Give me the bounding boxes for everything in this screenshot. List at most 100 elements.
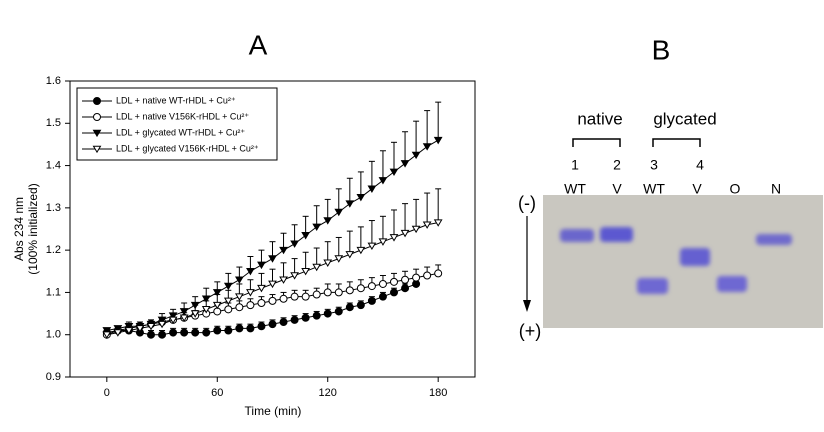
panel-label: A	[249, 29, 268, 60]
error-bar	[435, 101, 442, 141]
marker	[246, 267, 255, 276]
y-tick-label: 1.2	[46, 244, 61, 256]
x-tick-label: 60	[211, 387, 223, 399]
marker	[279, 276, 288, 284]
marker	[356, 246, 366, 255]
arrow-head	[523, 300, 531, 312]
marker	[323, 288, 332, 297]
marker	[434, 269, 443, 278]
marker	[246, 289, 255, 297]
marker	[323, 217, 333, 225]
legend-label: LDL + glycated V156K-rHDL + Cu²⁺	[116, 143, 259, 153]
marker	[113, 325, 123, 333]
error-bar	[313, 205, 320, 227]
marker	[223, 297, 233, 306]
marker	[257, 261, 266, 270]
x-tick-label: 180	[429, 387, 447, 399]
marker	[378, 238, 388, 246]
marker	[102, 331, 112, 339]
error-bar	[391, 141, 397, 172]
marker	[290, 272, 299, 280]
marker	[345, 303, 354, 312]
marker	[412, 273, 421, 282]
marker	[378, 279, 387, 288]
legend-box	[76, 87, 278, 161]
marker	[257, 299, 266, 307]
marker	[390, 288, 398, 297]
marker	[301, 292, 310, 301]
group-label: glycated	[653, 109, 716, 128]
lane-name: O	[730, 181, 741, 197]
marker	[157, 320, 167, 329]
legend-marker	[93, 113, 101, 121]
marker	[345, 286, 354, 295]
marker	[201, 295, 211, 303]
marker	[411, 151, 421, 160]
marker	[367, 282, 376, 291]
panel-label: B	[652, 34, 671, 65]
plot-frame	[69, 80, 476, 378]
marker	[279, 318, 288, 327]
marker	[279, 246, 288, 255]
band	[637, 278, 668, 294]
error-bar	[368, 160, 375, 189]
error-bar	[335, 188, 342, 213]
charge-label: (-)	[518, 193, 536, 213]
marker	[290, 315, 299, 324]
marker	[301, 313, 310, 322]
marker	[422, 143, 432, 151]
lane-name: WT	[564, 181, 586, 197]
marker	[223, 282, 233, 291]
y-axis-label: Abs 234 nm	[12, 197, 26, 261]
y-axis-label: (100% initialized)	[26, 183, 40, 274]
marker	[169, 328, 178, 337]
marker	[224, 305, 233, 314]
error-bar	[346, 177, 353, 204]
marker	[146, 322, 156, 331]
bracket	[572, 138, 621, 147]
marker	[180, 328, 189, 337]
marker	[312, 223, 322, 232]
marker	[334, 288, 343, 297]
marker	[367, 296, 376, 305]
marker	[334, 307, 343, 316]
marker	[389, 168, 399, 177]
marker	[246, 301, 255, 310]
legend-marker	[93, 97, 101, 105]
marker	[323, 309, 332, 318]
band	[600, 227, 633, 242]
marker	[301, 267, 311, 276]
marker	[356, 301, 365, 310]
marker	[257, 322, 266, 331]
marker	[234, 293, 244, 301]
error-bar	[368, 220, 375, 246]
marker	[323, 259, 333, 267]
marker	[334, 255, 344, 263]
marker	[147, 330, 155, 339]
marker	[290, 292, 299, 301]
marker	[224, 326, 233, 335]
marker	[213, 326, 222, 335]
marker	[191, 328, 200, 337]
marker	[301, 232, 311, 240]
marker	[400, 229, 410, 238]
marker	[356, 193, 366, 202]
marker	[201, 306, 211, 314]
legend-label: LDL + native WT-rHDL + Cu²⁺	[116, 95, 236, 105]
lane-name: WT	[643, 181, 665, 197]
error-bar	[357, 171, 364, 198]
error-bar	[357, 226, 364, 251]
error-bar	[335, 236, 342, 259]
marker	[235, 303, 244, 312]
error-bar	[413, 120, 420, 155]
marker	[422, 221, 432, 229]
error-bar	[324, 241, 331, 263]
marker	[212, 289, 222, 297]
x-tick-label: 0	[104, 387, 110, 399]
marker	[113, 329, 123, 337]
lane-number: 4	[696, 157, 704, 173]
legend-label: LDL + glycated WT-rHDL + Cu²⁺	[116, 127, 245, 137]
marker	[135, 325, 145, 333]
marker	[356, 284, 365, 293]
error-bar	[424, 192, 431, 225]
